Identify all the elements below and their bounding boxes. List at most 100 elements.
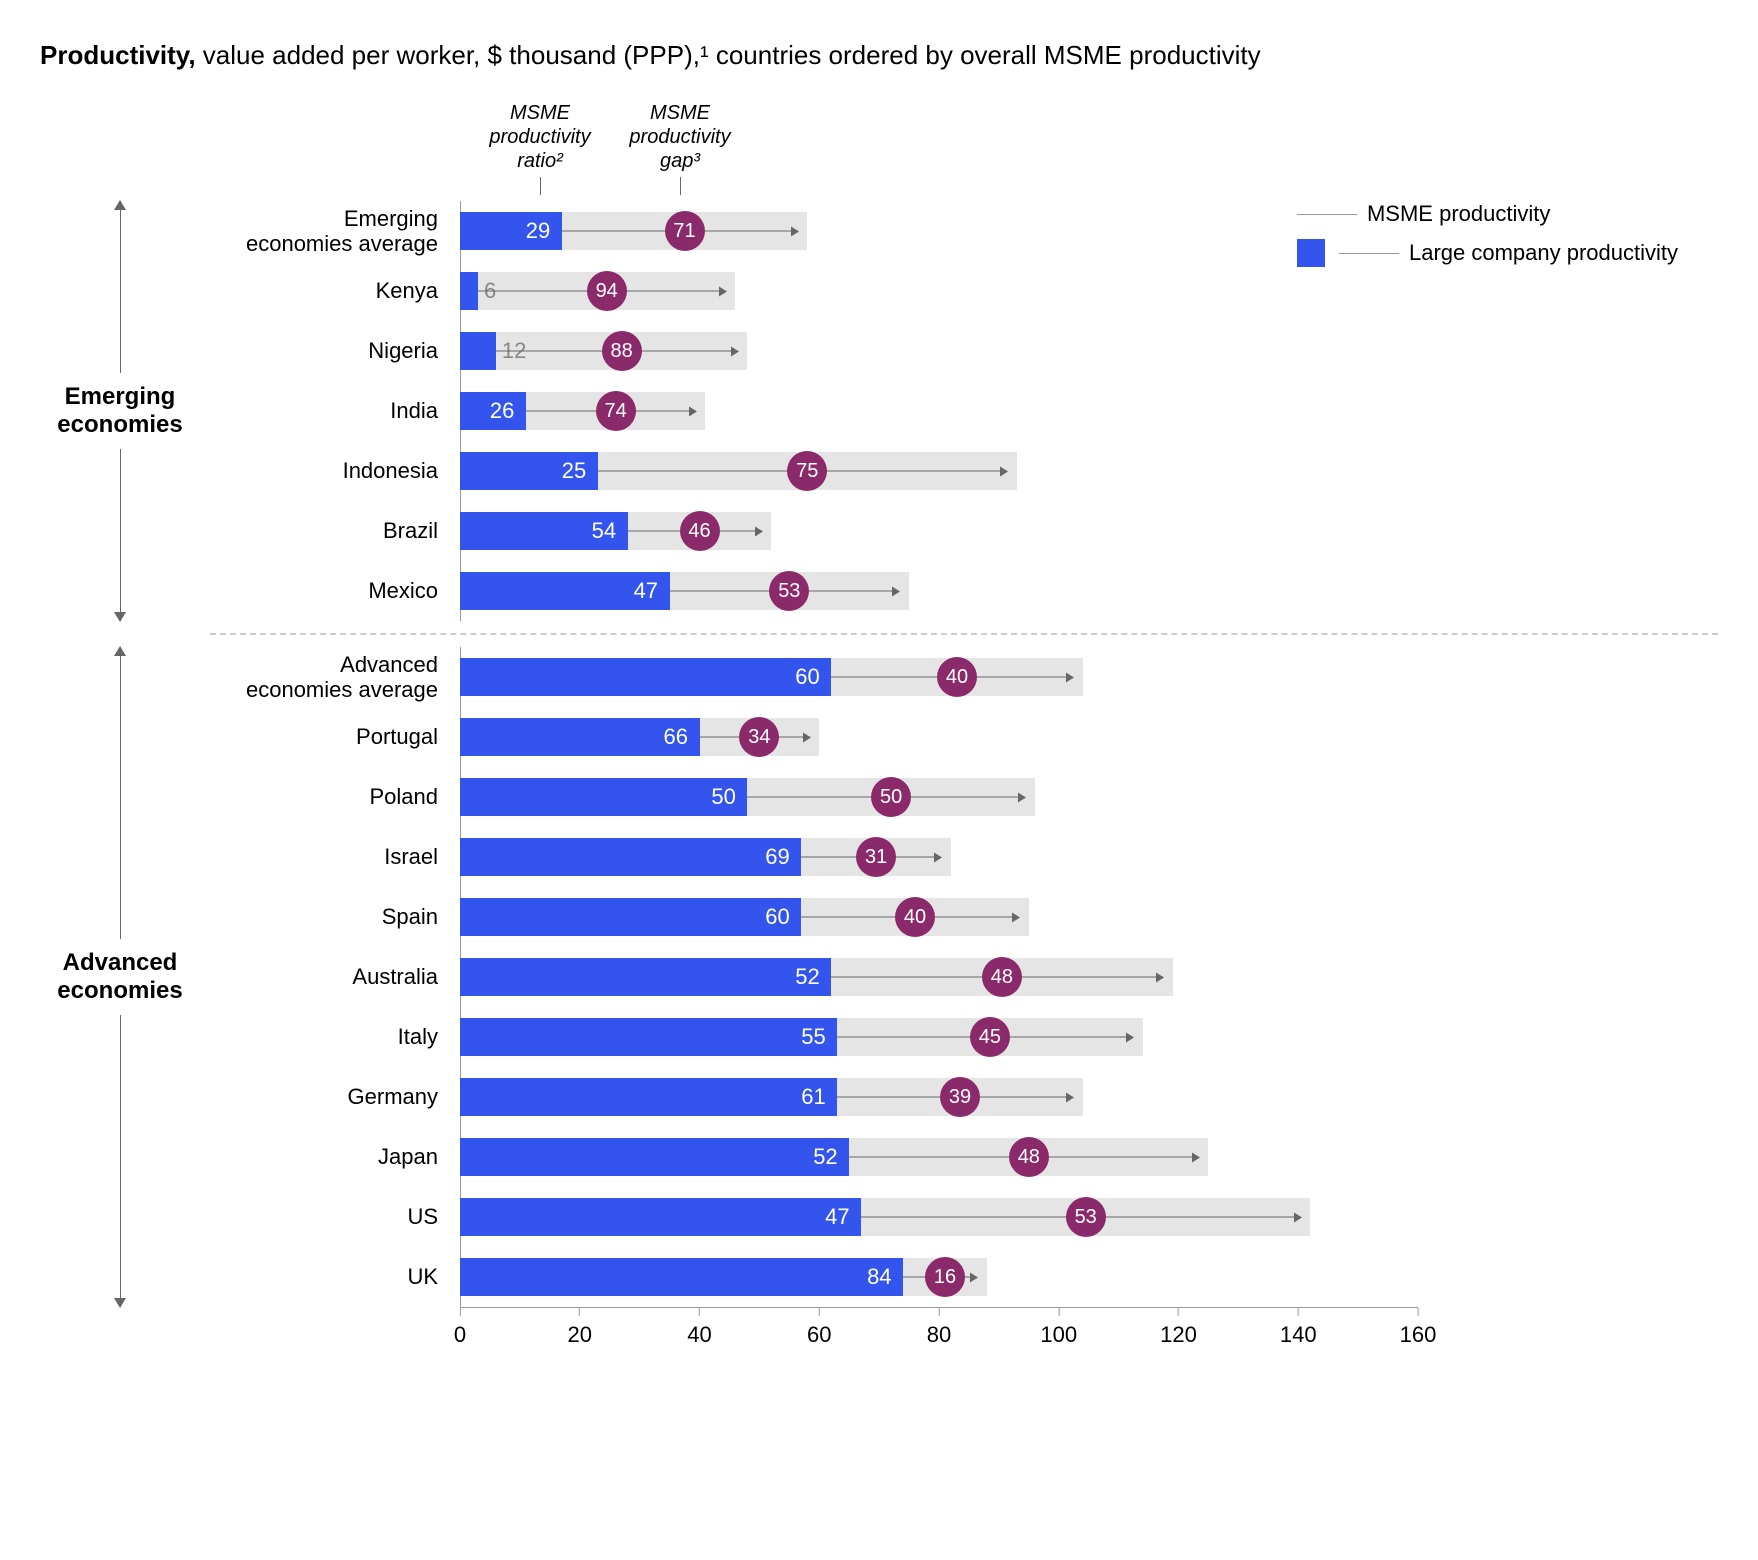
row-label: Israel: [220, 844, 450, 869]
ratio-value: 55: [801, 1024, 825, 1050]
row-label: Indonesia: [220, 458, 450, 483]
row-plot: 47 53: [460, 561, 1418, 621]
x-tick: 140: [1280, 1308, 1317, 1348]
chart-row: Spain 60 40: [210, 887, 1718, 947]
row-label: Kenya: [220, 278, 450, 303]
column-headers: MSME productivity ratio² MSME productivi…: [210, 101, 1718, 201]
rows: Emerging economies average2971Kenya694Ni…: [210, 201, 1718, 621]
row-label: Portugal: [220, 724, 450, 749]
group: Emerging economiesEmerging economies ave…: [210, 201, 1718, 621]
msme-bar: [460, 778, 747, 816]
msme-bar: [460, 1198, 861, 1236]
gap-badge: 40: [895, 897, 935, 937]
chart-row: Japan 5248: [210, 1127, 1718, 1187]
row-plot: 5446: [460, 501, 1418, 561]
row-plot: 6931: [460, 827, 1418, 887]
row-plot: 61 39: [460, 1067, 1418, 1127]
gap-badge: 31: [856, 837, 896, 877]
row-plot: 2971: [460, 201, 1418, 261]
gap-badge: 50: [871, 777, 911, 817]
x-tick: 40: [687, 1308, 711, 1348]
msme-bar: [460, 272, 478, 310]
ratio-value: 66: [664, 724, 688, 750]
x-tick: 80: [927, 1308, 951, 1348]
gap-badge: 94: [587, 271, 627, 311]
row-plot: 66 34: [460, 707, 1418, 767]
gap-badge: 45: [970, 1017, 1010, 1057]
header-gap-label: MSME productivity gap³: [620, 101, 740, 195]
row-label: Nigeria: [220, 338, 450, 363]
chart-row: UK8416: [210, 1247, 1718, 1307]
group-divider: [210, 633, 1718, 635]
chart-title: Productivity, value added per worker, $ …: [40, 40, 1718, 71]
ratio-value: 61: [801, 1084, 825, 1110]
chart-row: Nigeria 1288: [210, 321, 1718, 381]
chart-container: MSME productivity ratio² MSME productivi…: [40, 101, 1718, 1357]
chart-row: Israel 6931: [210, 827, 1718, 887]
ratio-value: 52: [795, 964, 819, 990]
group-label: Advanced economies: [40, 647, 200, 1307]
chart-row: Indonesia 25 75: [210, 441, 1718, 501]
row-plot: 5050: [460, 767, 1418, 827]
gap-badge: 75: [787, 451, 827, 491]
x-tick: 20: [568, 1308, 592, 1348]
row-label: Brazil: [220, 518, 450, 543]
ratio-value: 47: [634, 578, 658, 604]
row-label: Japan: [220, 1144, 450, 1169]
msme-bar: [460, 1258, 903, 1296]
gap-badge: 53: [769, 571, 809, 611]
gap-badge: 46: [680, 511, 720, 551]
ratio-value: 26: [490, 398, 514, 424]
x-axis: 020406080100120140160: [460, 1307, 1418, 1357]
chart-row: Emerging economies average2971: [210, 201, 1718, 261]
chart-row: Germany 61 39: [210, 1067, 1718, 1127]
chart-body: Emerging economiesEmerging economies ave…: [210, 201, 1718, 1357]
row-label: Advanced economies average: [220, 652, 450, 703]
row-plot: 694: [460, 261, 1418, 321]
row-plot: 60 40: [460, 647, 1418, 707]
x-tick: 60: [807, 1308, 831, 1348]
gap-badge: 39: [940, 1077, 980, 1117]
chart-row: US4753: [210, 1187, 1718, 1247]
chart-row: Italy 55 45: [210, 1007, 1718, 1067]
group-label: Emerging economies: [40, 201, 200, 621]
gap-badge: 40: [937, 657, 977, 697]
row-plot: 1288: [460, 321, 1418, 381]
ratio-value: 25: [562, 458, 586, 484]
group: Advanced economiesAdvanced economies ave…: [210, 647, 1718, 1307]
msme-bar: [460, 958, 831, 996]
chart-row: Portugal 66 34: [210, 707, 1718, 767]
row-label: Italy: [220, 1024, 450, 1049]
gap-badge: 53: [1066, 1197, 1106, 1237]
row-plot: 47 53: [460, 1187, 1418, 1247]
row-plot: 2674: [460, 381, 1418, 441]
x-tick: 160: [1400, 1308, 1437, 1348]
row-label: Poland: [220, 784, 450, 809]
chart-row: Mexico4753: [210, 561, 1718, 621]
row-plot: 52 48: [460, 947, 1418, 1007]
msme-bar: [460, 1078, 837, 1116]
row-label: Spain: [220, 904, 450, 929]
row-plot: 5248: [460, 1127, 1418, 1187]
chart-row: Poland 5050: [210, 767, 1718, 827]
msme-bar: [460, 332, 496, 370]
row-label: Germany: [220, 1084, 450, 1109]
ratio-value: 60: [795, 664, 819, 690]
row-plot: 8416: [460, 1247, 1418, 1307]
chart-row: Kenya 694: [210, 261, 1718, 321]
ratio-value: 60: [765, 904, 789, 930]
row-plot: 25 75: [460, 441, 1418, 501]
gap-badge: 88: [602, 331, 642, 371]
msme-bar: [460, 658, 831, 696]
msme-bar: [460, 1138, 849, 1176]
ratio-value: 47: [825, 1204, 849, 1230]
gap-badge: 48: [982, 957, 1022, 997]
ratio-value: 52: [813, 1144, 837, 1170]
ratio-value: 84: [867, 1264, 891, 1290]
row-plot: 60 40: [460, 887, 1418, 947]
chart-title-rest: value added per worker, $ thousand (PPP)…: [196, 40, 1261, 70]
rows: Advanced economies average 60 40 Portugal 66…: [210, 647, 1718, 1307]
gap-badge: 34: [739, 717, 779, 757]
msme-bar: [460, 898, 801, 936]
row-label: Emerging economies average: [220, 206, 450, 257]
